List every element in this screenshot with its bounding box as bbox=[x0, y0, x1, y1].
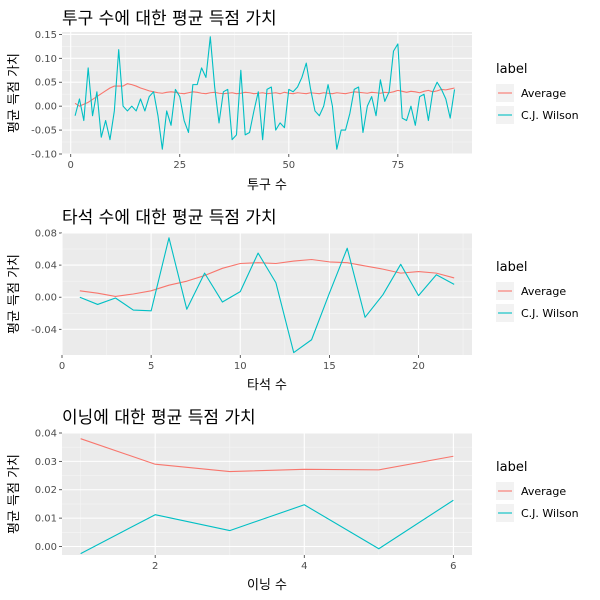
x-tick-label: 10 bbox=[234, 361, 247, 372]
plot-background bbox=[62, 433, 472, 555]
legend-label: Average bbox=[521, 285, 566, 298]
y-tick-label: 0.03 bbox=[35, 457, 57, 468]
x-tick-label: 4 bbox=[301, 561, 307, 572]
y-axis-title: 평균 득점 가치 bbox=[7, 254, 22, 334]
legend-label: Average bbox=[521, 87, 566, 100]
legend-title: label bbox=[496, 460, 527, 475]
y-tick-label: -0.04 bbox=[31, 325, 57, 336]
x-axis-title: 이닝 수 bbox=[247, 578, 287, 593]
legend-title: label bbox=[496, 62, 527, 77]
chart-panel-2: 타석 수에 대한 평균 득점 가치 -0.04 0.00 0.04 0.08 0 5 10 15… bbox=[7, 208, 579, 393]
legend: label Average C.J. Wilson bbox=[496, 460, 579, 522]
y-tick-label: -0.10 bbox=[31, 150, 57, 161]
x-tick-label: 75 bbox=[391, 160, 404, 171]
legend: label Average C.J. Wilson bbox=[496, 62, 579, 124]
y-tick-label: 0.04 bbox=[35, 261, 57, 272]
x-tick-label: 2 bbox=[152, 561, 158, 572]
y-tick-label: 0.10 bbox=[35, 54, 57, 65]
y-tick-label: 0.04 bbox=[35, 429, 57, 440]
y-tick-label: 0.05 bbox=[35, 78, 57, 89]
series-line-average bbox=[80, 438, 454, 473]
legend: label Average C.J. Wilson bbox=[496, 260, 579, 322]
x-tick-label: 5 bbox=[148, 361, 154, 372]
chart-title: 투구 수에 대한 평균 득점 가치 bbox=[62, 9, 277, 29]
x-tick-label: 25 bbox=[173, 160, 186, 171]
legend-label: Average bbox=[521, 485, 566, 498]
chart-panel-3: 이닝에 대한 평균 득점 가치 0.00 0.01 0.02 0.03 0.04 2 4 6 이닝… bbox=[7, 408, 579, 593]
x-tick-label: 50 bbox=[282, 160, 295, 171]
y-tick-label: 0.01 bbox=[35, 514, 57, 525]
x-tick-label: 20 bbox=[412, 361, 425, 372]
chart-panel-1: 투구 수에 대한 평균 득점 가치 -0.10 -0.05 0.00 0.05 0.10 0… bbox=[7, 9, 579, 193]
x-tick-label: 15 bbox=[323, 361, 336, 372]
y-tick-label: 0.15 bbox=[35, 30, 57, 41]
legend-title: label bbox=[496, 260, 527, 275]
chart-title: 이닝에 대한 평균 득점 가치 bbox=[62, 408, 256, 428]
series-line-cj-wilson bbox=[80, 499, 454, 555]
plot-background bbox=[62, 233, 472, 355]
y-tick-label: 0.00 bbox=[35, 293, 57, 304]
y-tick-label: 0.02 bbox=[35, 485, 57, 496]
x-tick-label: 0 bbox=[68, 160, 74, 171]
y-tick-label: 0.00 bbox=[35, 102, 57, 113]
legend-label: C.J. Wilson bbox=[521, 507, 579, 520]
x-axis-title: 타석 수 bbox=[247, 378, 287, 393]
y-tick-label: 0.00 bbox=[35, 542, 57, 553]
series-line-average bbox=[79, 258, 455, 297]
series-line-cj-wilson bbox=[79, 237, 455, 354]
x-tick-label: 0 bbox=[59, 361, 65, 372]
x-tick-label: 6 bbox=[450, 561, 456, 572]
legend-label: C.J. Wilson bbox=[521, 109, 579, 122]
y-axis-title: 평균 득점 가치 bbox=[7, 53, 22, 133]
x-axis-title: 투구 수 bbox=[247, 178, 287, 193]
series-line-cj-wilson bbox=[74, 36, 456, 150]
series-line-average bbox=[74, 83, 455, 107]
y-axis-title: 평균 득점 가치 bbox=[7, 454, 22, 534]
legend-label: C.J. Wilson bbox=[521, 307, 579, 320]
chart-title: 타석 수에 대한 평균 득점 가치 bbox=[62, 208, 277, 228]
y-tick-label: 0.08 bbox=[35, 229, 57, 240]
y-tick-label: -0.05 bbox=[31, 126, 57, 137]
